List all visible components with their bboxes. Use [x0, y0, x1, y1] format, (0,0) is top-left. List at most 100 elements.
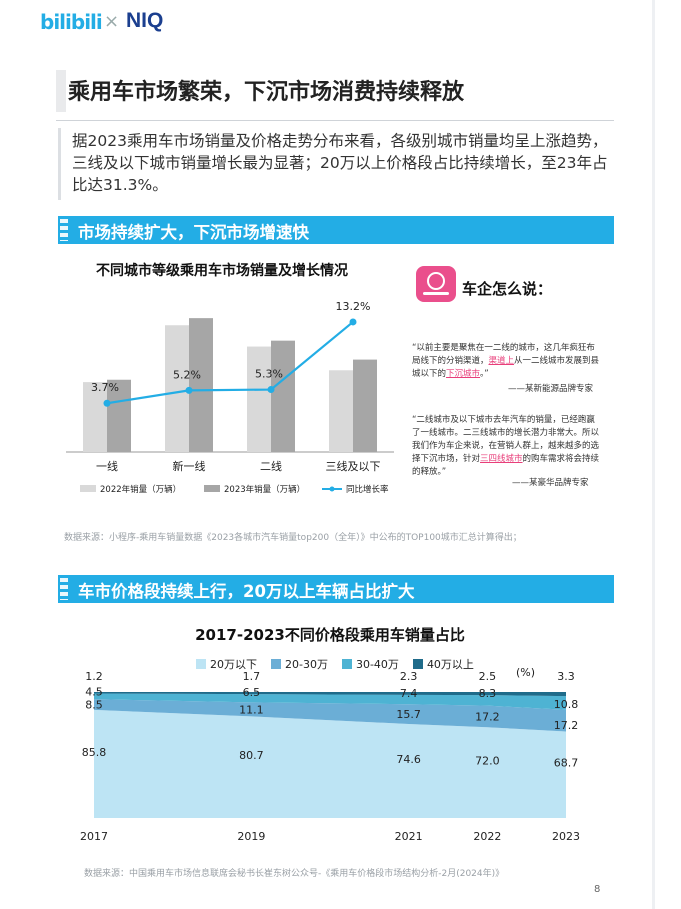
legend-label: 20万以下 — [210, 658, 257, 671]
band-stripe-icon — [60, 219, 68, 241]
x-tick-label: 2021 — [395, 830, 423, 843]
legend-item: 30-40万 — [341, 656, 399, 672]
x-tick-label: 2017 — [80, 830, 108, 843]
intro-accent — [58, 128, 61, 200]
area-value-label: 72.0 — [475, 755, 500, 768]
page-edge-divider — [652, 0, 655, 909]
legend-label-2022: 2022年销量（万辆） — [100, 484, 181, 495]
area-value-label: 74.6 — [396, 753, 421, 766]
bar-2023 — [189, 318, 213, 452]
quote-1-text-a: “以前主要是聚焦在一二线的城市，这几年疯狂布局线下的分销渠道， — [412, 343, 595, 366]
city-sales-chart: 3.7% 5.2% 5.3% 13.2% 一线 新一线 二线 三线及以下 2022年销量（万… — [66, 300, 394, 495]
area-0 — [94, 709, 566, 818]
area-3 — [94, 692, 566, 697]
legend-item: 40万以上 — [412, 656, 474, 672]
growth-line — [106, 321, 354, 405]
area-value-label: 2.5 — [479, 672, 497, 683]
quote-1-text-b: 从一二线城市发展到县城以下的 — [412, 356, 600, 379]
quote-2-text-a: “二线城市及以下城市去年汽车的销量，已经跑赢了一线城市。二三线城市的增长潜力非常… — [412, 415, 600, 464]
area-value-label: 1.7 — [243, 672, 260, 683]
legend-swatch — [412, 659, 423, 669]
legend-label: 20-30万 — [285, 658, 328, 671]
legend-label: 40万以上 — [426, 658, 474, 671]
legend-item: 20万以下 — [196, 656, 257, 672]
legend-swatch-2022 — [80, 485, 96, 492]
niq-logo: NIQ — [126, 9, 164, 32]
area-value-label: 1.2 — [85, 672, 103, 683]
area-value-label: 15.7 — [396, 708, 421, 721]
bilibili-logo: bilibili — [40, 10, 103, 34]
legend-marker-growth — [329, 486, 335, 492]
area-2 — [94, 693, 566, 710]
legend-label-2023: 2023年销量（万辆） — [224, 484, 305, 495]
section1-source: 数据来源：小程序-乘用车销量数据《2023各城市汽车销量top200（全年）》中… — [64, 533, 522, 543]
chart2-legend: 20万以下 20-30万 30-40万 40万以上 — [196, 656, 474, 672]
title-accent — [56, 70, 66, 112]
area-value-label: 80.7 — [239, 749, 263, 762]
x-tick-label: 2019 — [237, 830, 265, 843]
chart2-title: 2017-2023不同价格段乘用车销量占比 — [195, 626, 465, 644]
quote-2-highlight: 三四线城市 — [480, 454, 523, 464]
area-value-label: 6.5 — [243, 686, 260, 699]
bar-2023 — [107, 379, 131, 452]
intro-paragraph: 据2023乘用车市场销量及价格走势分布来看，各级别城市销量均呈上涨趋势，三线及以… — [72, 132, 608, 194]
area-value-label: 17.2 — [475, 710, 500, 723]
area-1 — [94, 699, 566, 732]
bar-2022 — [329, 370, 353, 452]
area-value-label: 10.8 — [554, 698, 579, 711]
area-value-label: 2.3 — [400, 672, 418, 683]
area-value-label: 85.8 — [82, 746, 107, 759]
x-tick-label: 新一线 — [173, 459, 206, 473]
bar-2023 — [271, 340, 295, 452]
area-value-label: 8.5 — [85, 699, 103, 712]
section2-source: 数据来源：中国乘用车市场信息联席会秘书长崔东树公众号-《乘用车价格段市场结构分析… — [84, 869, 505, 879]
quote-2-source: ——某豪华品牌专家 — [512, 478, 589, 488]
section2-heading-band: 车市价格段持续上行，20万以上车辆占比扩大 — [58, 575, 614, 603]
growth-label: 13.2% — [336, 300, 371, 313]
bar-2022 — [247, 346, 271, 452]
logo-separator: × — [104, 11, 120, 32]
quote-1-text-c: 。” — [480, 369, 489, 379]
area-value-label: 8.3 — [479, 687, 497, 700]
legend-label: 30-40万 — [355, 658, 399, 671]
growth-point — [267, 386, 275, 394]
bar-2022 — [83, 382, 107, 452]
quote-1-highlight-a: 渠道上 — [488, 356, 515, 366]
legend-swatch-2023 — [204, 485, 220, 492]
x-tick-label: 一线 — [96, 459, 118, 473]
page-number: 8 — [594, 884, 601, 895]
legend-swatch — [196, 659, 206, 669]
growth-label: 5.2% — [173, 368, 201, 381]
growth-point — [185, 386, 193, 394]
band-stripe-icon — [60, 578, 68, 600]
car-company-icon — [416, 266, 456, 302]
area-value-label: 68.7 — [554, 757, 579, 770]
x-tick-label: 二线 — [260, 459, 282, 473]
area-value-label: 7.4 — [400, 687, 418, 700]
section2-heading: 车市价格段持续上行，20万以上车辆占比扩大 — [78, 582, 415, 601]
growth-label: 3.7% — [91, 381, 119, 394]
area-value-label: 4.5 — [85, 686, 103, 699]
x-tick-label: 2022 — [473, 830, 501, 843]
bar-2022 — [165, 325, 189, 452]
sidebar-title: 车企怎么说： — [462, 280, 553, 298]
quote-2: “二线城市及以下城市去年汽车的销量，已经跑赢了一线城市。二三线城市的增长潜力非常… — [412, 414, 602, 479]
legend-swatch — [271, 659, 281, 669]
quote-1: “以前主要是聚焦在一二线的城市，这几年疯狂布局线下的分销渠道，渠道上从一二线城市… — [412, 342, 602, 381]
quote-1-source: ——某新能源品牌专家 — [508, 384, 594, 394]
page-title: 乘用车市场繁荣，下沉市场消费持续释放 — [68, 80, 465, 105]
quote-2-text-b: 的购车需求将会持续的释放。” — [412, 454, 600, 477]
bar-2023 — [353, 359, 377, 452]
chart1-title: 不同城市等级乘用车市场销量及增长情况 — [96, 263, 348, 279]
quote-1-highlight-b: 下沉城市 — [446, 369, 481, 379]
section1-heading: 市场持续扩大，下沉市场增速快 — [78, 223, 309, 242]
title-divider — [56, 120, 614, 121]
growth-point — [349, 318, 357, 326]
legend-swatch — [341, 659, 352, 669]
x-tick-label: 三线及以下 — [326, 459, 381, 473]
section1-heading-band: 市场持续扩大，下沉市场增速快 — [58, 216, 614, 244]
growth-point — [103, 399, 111, 407]
area-value-label: 17.2 — [554, 719, 579, 732]
x-tick-label: 2023 — [552, 830, 580, 843]
growth-label: 5.3% — [255, 368, 283, 381]
